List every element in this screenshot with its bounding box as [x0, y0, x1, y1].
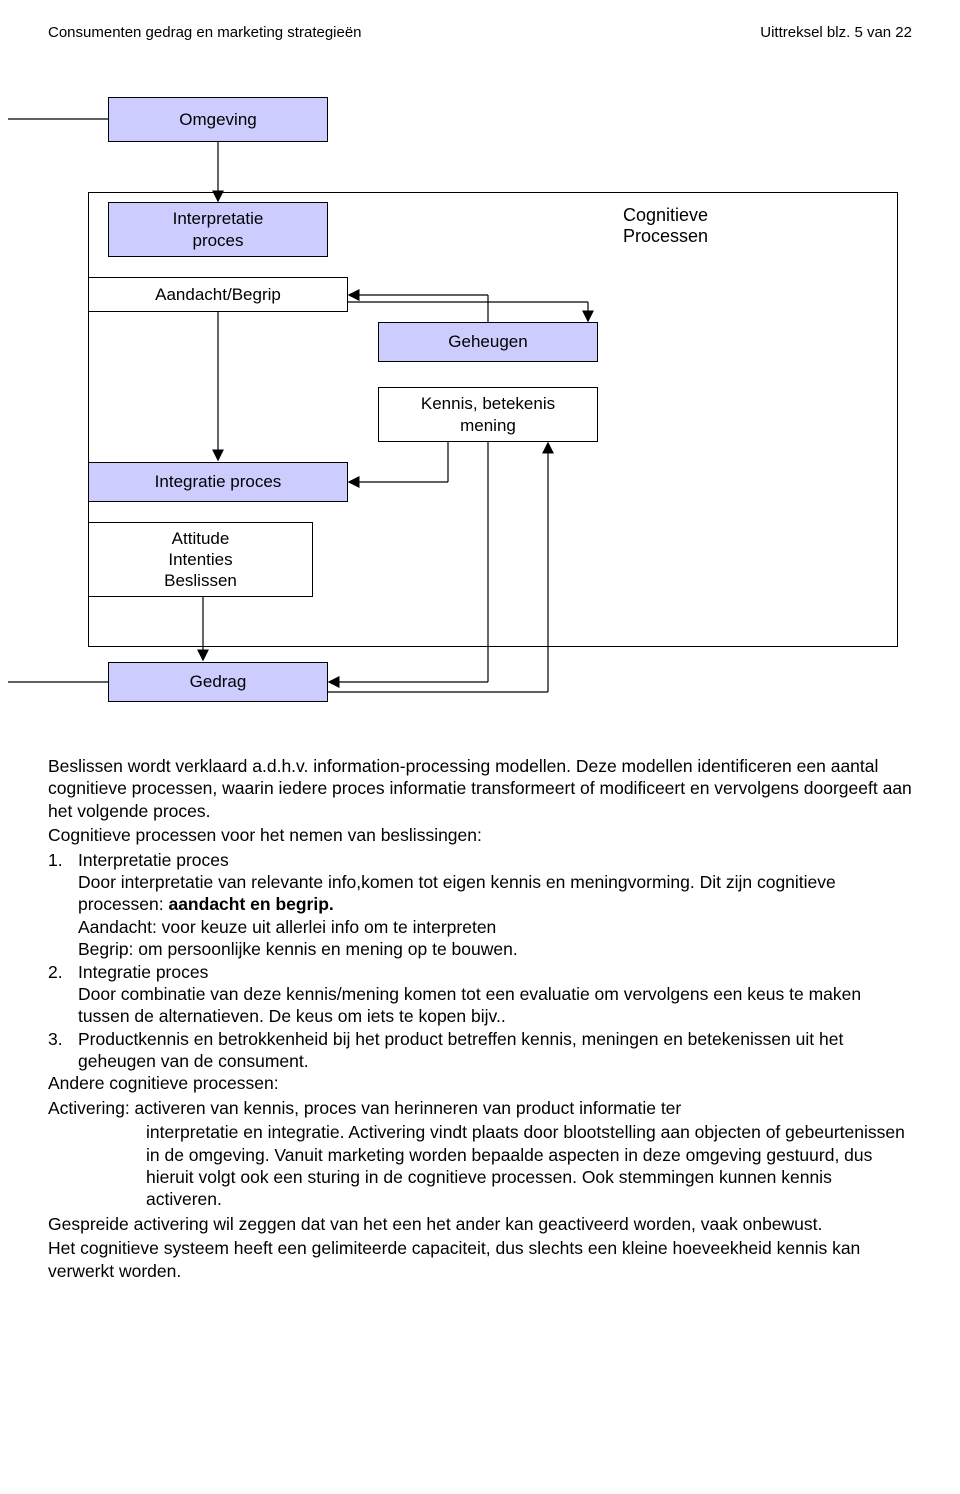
header-left: Consumenten gedrag en marketing strategi… [48, 24, 362, 41]
label-interpretatie-1: Interpretatie [173, 208, 264, 229]
item1-title: Interpretatie proces [78, 849, 912, 871]
andere: Andere cognitieve processen: [48, 1072, 912, 1094]
item2-body: Door combinatie van deze kennis/mening k… [78, 983, 912, 1028]
list-number: 1. [48, 849, 78, 961]
label-cog-2: Processen [623, 226, 708, 247]
flow-diagram: Omgeving Interpretatie proces Aandacht/B… [8, 97, 912, 747]
item1-body2: Aandacht: voor keuze uit allerlei info o… [78, 916, 912, 938]
gespreid: Gespreide activering wil zeggen dat van … [48, 1213, 912, 1235]
label-interpretatie-2: proces [192, 230, 243, 251]
label-aandacht: Aandacht/Begrip [155, 284, 281, 305]
label-omgeving: Omgeving [179, 109, 256, 130]
box-kennis: Kennis, betekenis mening [378, 387, 598, 442]
item3-body: Productkennis en betrokkenheid bij het p… [78, 1028, 912, 1073]
item1-body3: Begrip: om persoonlijke kennis en mening… [78, 938, 912, 960]
header-right: Uittreksel blz. 5 van 22 [760, 24, 912, 41]
label-geheugen: Geheugen [448, 331, 527, 352]
label-gedrag: Gedrag [190, 671, 247, 692]
item1-bold: aandacht en begrip. [168, 894, 333, 914]
box-aandacht: Aandacht/Begrip [88, 277, 348, 312]
label-attitude-1: Attitude [172, 528, 230, 549]
item2-title: Integratie proces [78, 961, 912, 983]
box-omgeving: Omgeving [108, 97, 328, 142]
intro-1: Beslissen wordt verklaard a.d.h.v. infor… [48, 755, 912, 822]
box-integratie: Integratie proces [88, 462, 348, 502]
box-interpretatie: Interpretatie proces [108, 202, 328, 257]
item1-body1: Door interpretatie van relevante info,ko… [78, 871, 912, 916]
list-number: 2. [48, 961, 78, 1028]
list-item-3: 3. Productkennis en betrokkenheid bij he… [48, 1028, 912, 1073]
act2: interpretatie en integratie. Activering … [48, 1121, 912, 1211]
box-geheugen: Geheugen [378, 322, 598, 362]
list-item-2: 2. Integratie proces Door combinatie van… [48, 961, 912, 1028]
body-text: Beslissen wordt verklaard a.d.h.v. infor… [48, 755, 912, 1282]
list-number: 3. [48, 1028, 78, 1073]
label-kennis-2: mening [460, 415, 516, 436]
label-cog-1: Cognitieve [623, 205, 708, 226]
label-attitude-2: Intenties [168, 549, 232, 570]
label-cognitieve: Cognitieve Processen [623, 205, 708, 247]
act1: Activering: activeren van kennis, proces… [48, 1097, 912, 1119]
label-kennis-1: Kennis, betekenis [421, 393, 555, 414]
label-integratie: Integratie proces [155, 471, 282, 492]
list-item-1: 1. Interpretatie proces Door interpretat… [48, 849, 912, 961]
label-attitude-3: Beslissen [164, 570, 237, 591]
last: Het cognitieve systeem heeft een gelimit… [48, 1237, 912, 1282]
box-gedrag: Gedrag [108, 662, 328, 702]
doc-header: Consumenten gedrag en marketing strategi… [48, 24, 912, 41]
box-attitude: Attitude Intenties Beslissen [88, 522, 313, 597]
intro-2: Cognitieve processen voor het nemen van … [48, 824, 912, 846]
